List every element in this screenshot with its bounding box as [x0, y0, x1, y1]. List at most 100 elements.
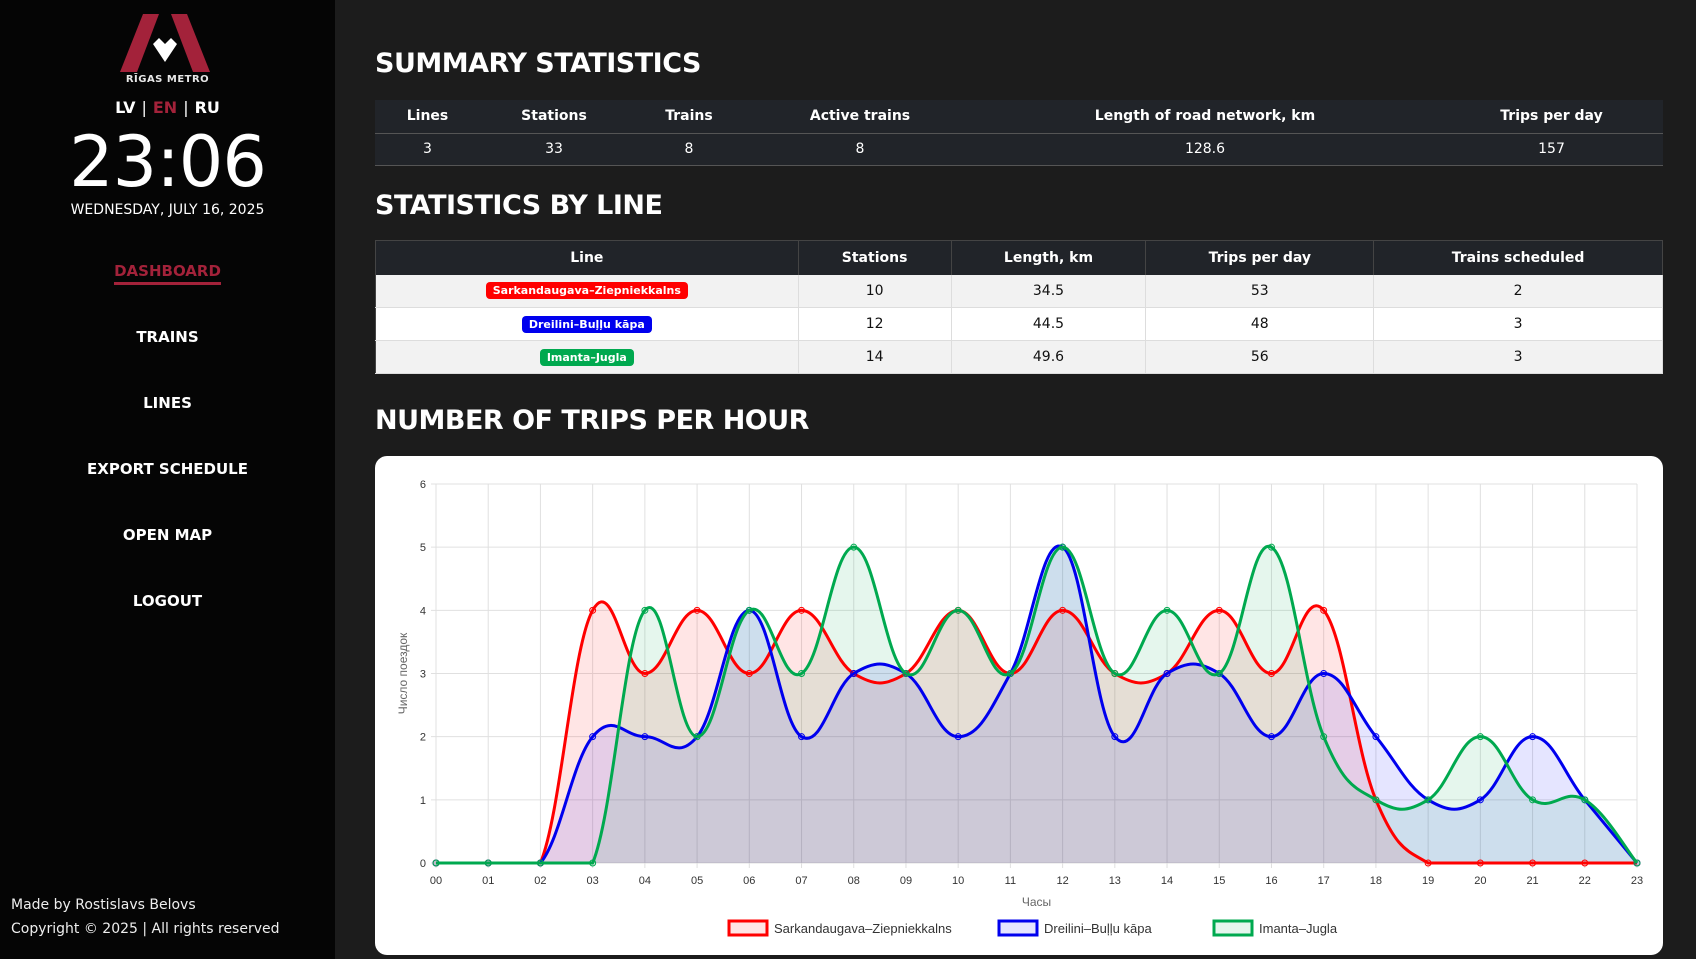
table-row: Sarkandaugava–Ziepniekkalns 10 34.5 53 2: [375, 274, 1663, 308]
cell: 8: [628, 133, 750, 166]
data-point: [850, 670, 858, 677]
data-point: [1267, 733, 1275, 741]
y-axis-label: Число поездок: [396, 632, 410, 714]
lang-ru[interactable]: RU: [194, 98, 220, 117]
data-point: [1215, 670, 1223, 677]
cell: 157: [1440, 133, 1663, 166]
date: WEDNESDAY, JULY 16, 2025: [70, 202, 265, 218]
line-badge[interactable]: Dreilini–Buļļu kāpa: [521, 315, 652, 333]
y-tick-label: 5: [420, 542, 426, 554]
data-point: [798, 733, 806, 741]
data-point: [641, 733, 649, 741]
data-point: [1633, 859, 1641, 867]
data-point: [589, 606, 597, 614]
data-point: [1267, 670, 1275, 677]
x-tick-label: 23: [1631, 875, 1643, 887]
y-tick-label: 4: [420, 605, 426, 617]
data-point: [1215, 606, 1223, 614]
x-tick-label: 09: [900, 875, 912, 887]
y-tick-label: 1: [420, 795, 426, 807]
trips-chart-title: NUMBER OF TRIPS PER HOUR: [375, 405, 809, 436]
nav-dashboard[interactable]: DASHBOARD: [0, 262, 335, 285]
language-switcher: LV | EN | RU: [0, 98, 335, 117]
nav-trains[interactable]: TRAINS: [0, 328, 335, 348]
cell: 44.5: [951, 307, 1147, 341]
data-point: [745, 606, 753, 614]
footer-copyright: Copyright © 2025 | All rights reserved: [11, 921, 280, 937]
cell: 2: [1373, 274, 1663, 308]
cell: 8: [750, 133, 970, 166]
y-tick-label: 6: [420, 479, 426, 491]
data-point: [1581, 859, 1589, 867]
cell: 3: [375, 133, 480, 166]
data-point: [1372, 733, 1380, 741]
legend-swatch[interactable]: [997, 919, 1039, 937]
legend-item[interactable]: Sarkandaugava–Ziepniekkalns: [774, 921, 952, 936]
separator: |: [141, 98, 147, 117]
x-tick-label: 08: [848, 875, 860, 887]
nav-label: DASHBOARD: [114, 262, 221, 285]
series-area: [436, 546, 1637, 863]
legend-item[interactable]: Imanta–Jugla: [1259, 921, 1338, 936]
data-point: [1059, 606, 1067, 614]
column-header: Trains: [628, 100, 750, 134]
cell: 48: [1145, 307, 1375, 341]
separator: |: [183, 98, 189, 117]
data-point: [589, 859, 597, 867]
data-point: [850, 543, 858, 551]
line-badge[interactable]: Imanta–Jugla: [539, 348, 634, 366]
nav-export-schedule[interactable]: EXPORT SCHEDULE: [0, 460, 335, 480]
series-line: [435, 544, 1639, 865]
rigas-metro-logo[interactable]: [115, 14, 215, 90]
data-point: [641, 606, 649, 614]
nav-open-map[interactable]: OPEN MAP: [0, 526, 335, 546]
legend-swatch[interactable]: [1212, 919, 1254, 937]
data-point: [1267, 543, 1275, 551]
y-tick-label: 3: [420, 669, 426, 681]
line-badge[interactable]: Sarkandaugava–Ziepniekkalns: [485, 282, 688, 300]
data-point: [536, 859, 544, 867]
footer-author: Made by Rostislavs Belovs: [11, 897, 196, 913]
data-point: [1581, 796, 1589, 804]
nav-logout[interactable]: LOGOUT: [0, 592, 335, 612]
data-point: [484, 859, 492, 867]
data-point: [641, 670, 649, 677]
x-tick-label: 18: [1370, 875, 1382, 887]
data-point: [1529, 796, 1537, 804]
data-point: [1006, 670, 1014, 677]
cell: 3: [1373, 307, 1663, 341]
column-header: Active trains: [750, 100, 970, 134]
legend-item[interactable]: Dreilini–Buļļu kāpa: [1044, 921, 1152, 936]
data-point: [1476, 859, 1484, 867]
nav-lines[interactable]: LINES: [0, 394, 335, 414]
x-tick-label: 10: [952, 875, 964, 887]
column-header: Trains scheduled: [1373, 240, 1663, 275]
x-tick-label: 01: [482, 875, 494, 887]
x-tick-label: 19: [1422, 875, 1434, 887]
cell: Dreilini–Buļļu kāpa: [375, 307, 799, 341]
table-row: Dreilini–Buļļu kāpa 12 44.5 48 3: [375, 307, 1663, 341]
x-tick-label: 00: [430, 875, 442, 887]
data-point: [589, 733, 597, 741]
data-point: [693, 733, 701, 741]
table-row: Imanta–Jugla 14 49.6 56 3: [375, 340, 1663, 374]
data-point: [1163, 606, 1171, 614]
lang-en[interactable]: EN: [152, 98, 178, 117]
nav-label: TRAINS: [136, 328, 199, 346]
y-tick-label: 2: [420, 732, 426, 744]
x-tick-label: 20: [1474, 875, 1486, 887]
data-point: [1163, 670, 1171, 677]
cell: Sarkandaugava–Ziepniekkalns: [375, 274, 799, 308]
column-header: Length, km: [951, 240, 1147, 275]
data-point: [745, 670, 753, 677]
table-header-row: Line Stations Length, km Trips per day T…: [375, 240, 1663, 275]
x-tick-label: 14: [1161, 875, 1173, 887]
lang-lv[interactable]: LV: [115, 98, 136, 117]
cell: 12: [798, 307, 952, 341]
nav-label: EXPORT SCHEDULE: [87, 460, 248, 478]
summary-title: SUMMARY STATISTICS: [375, 48, 701, 79]
data-point: [954, 606, 962, 614]
legend-swatch[interactable]: [727, 919, 769, 937]
x-tick-label: 12: [1056, 875, 1068, 887]
